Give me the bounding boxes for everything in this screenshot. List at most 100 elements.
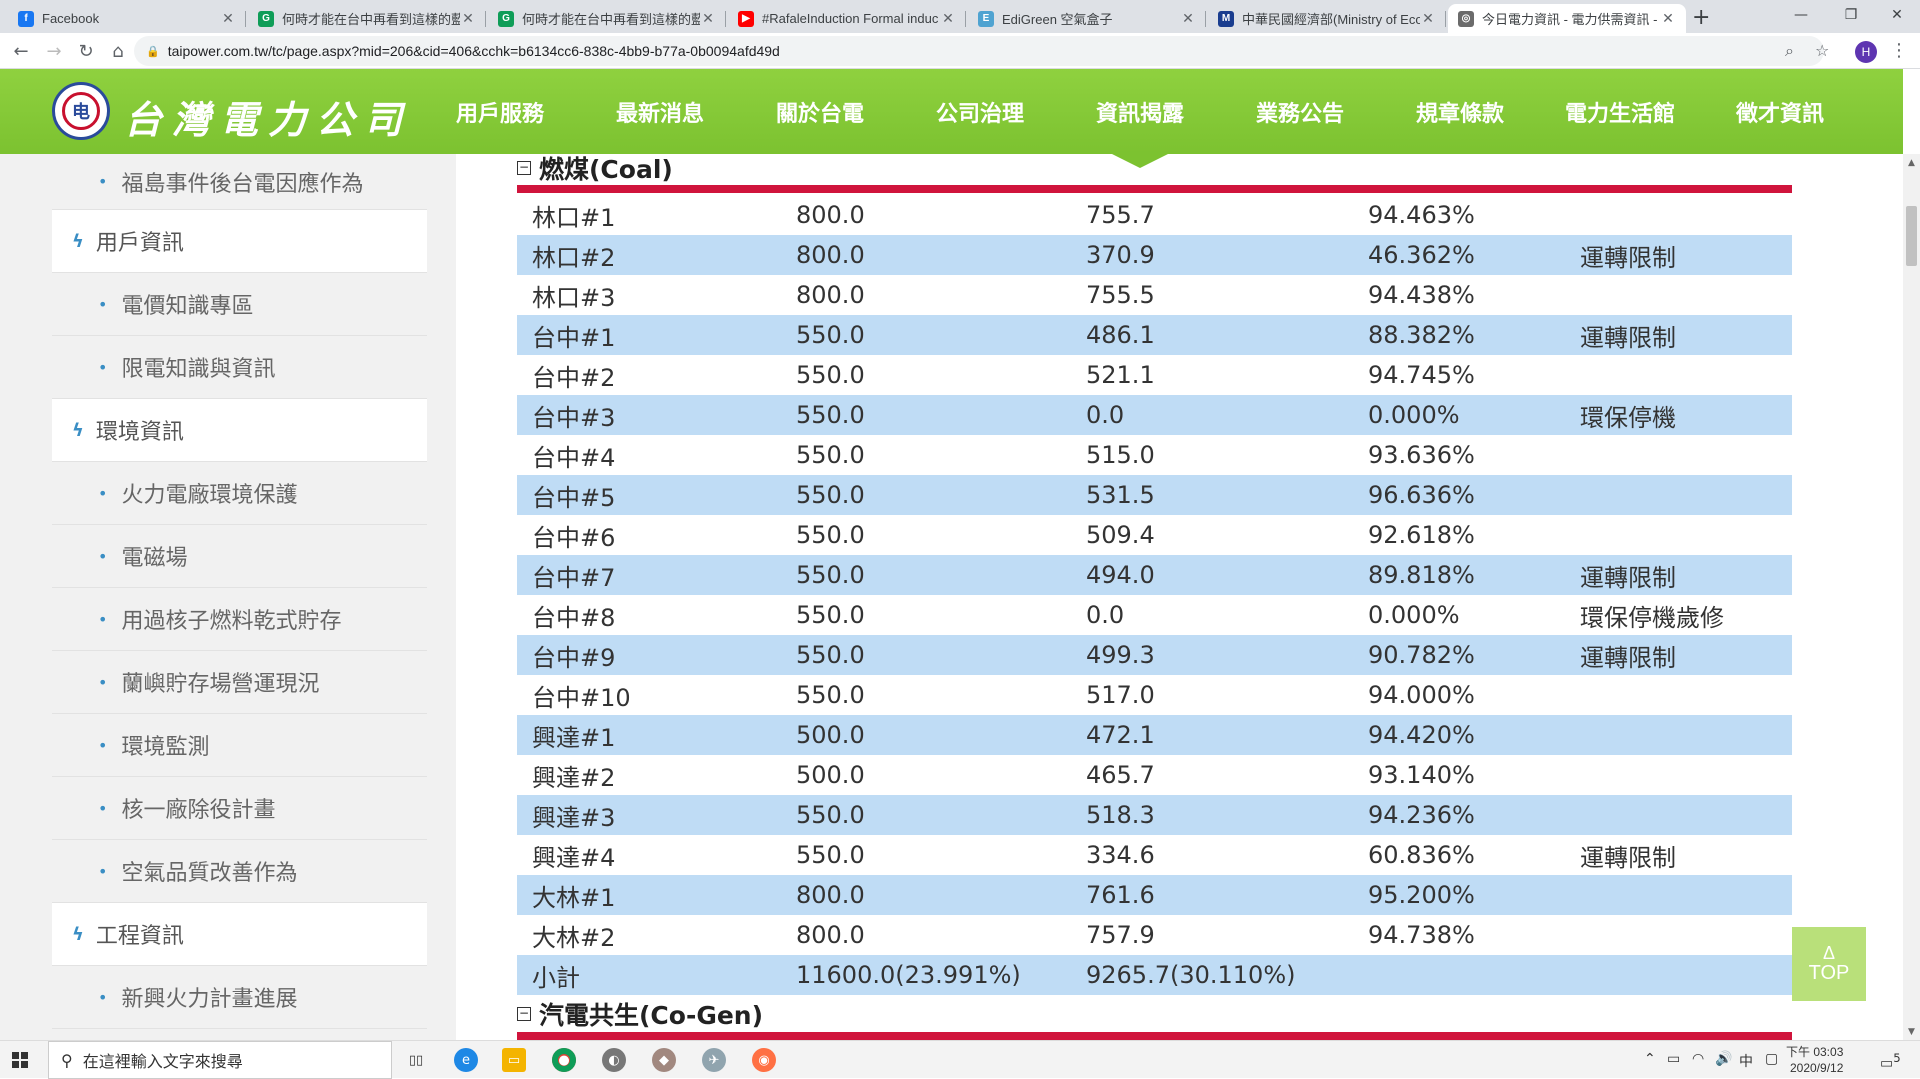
browser-tab[interactable]: E EdiGreen 空氣盒子 ✕	[968, 4, 1206, 33]
battery-icon[interactable]: ▭	[1667, 1051, 1681, 1067]
sidebar-item[interactable]: • 電價知識專區	[52, 273, 427, 336]
table-row: 台中#10 550.0 517.0 94.000%	[517, 675, 1792, 715]
browser-tab[interactable]: ◎ 今日電力資訊 - 電力供需資訊 - 台 ✕	[1448, 4, 1686, 33]
sidebar-item-label: 環境資訊	[95, 420, 184, 445]
taskbar-search-input[interactable]: ⚲ 在這裡輸入文字來搜尋	[48, 1041, 392, 1079]
close-tab-icon[interactable]: ✕	[462, 10, 474, 26]
main-nav-item[interactable]: 業務公告	[1255, 101, 1344, 127]
close-tab-icon[interactable]: ✕	[942, 10, 954, 26]
close-window-icon[interactable]: ✕	[1891, 7, 1903, 23]
new-tab-button[interactable]: +	[1692, 5, 1711, 30]
browser-tab-strip: f Facebook ✕ G 何時才能在台中再看到這樣的藍天 ✕ G 何時才能在台中再看到這樣…	[0, 0, 1920, 33]
sidebar-category[interactable]: ϟ 用戶資訊	[52, 210, 427, 273]
scroll-down-icon[interactable]: ▼	[1908, 1026, 1915, 1037]
note-cell	[1580, 475, 1792, 515]
taipower-logo-icon[interactable]: 电	[52, 82, 110, 140]
main-nav-item[interactable]: 最新消息	[615, 101, 704, 127]
chrome-icon[interactable]: ●	[552, 1048, 576, 1072]
browser-tab[interactable]: f Facebook ✕	[8, 4, 246, 33]
bullet-icon: •	[98, 483, 108, 503]
generation-cell: 521.1	[1086, 361, 1155, 389]
collapse-icon[interactable]: −	[517, 160, 531, 175]
url-input[interactable]: 🔒 taipower.com.tw/tc/page.aspx?mid=206&c…	[134, 36, 1824, 66]
capacity-cell: 550.0	[796, 681, 865, 709]
sidebar-category[interactable]: ϟ 環境資訊	[52, 399, 427, 462]
reload-icon[interactable]: ↻	[78, 40, 94, 62]
close-tab-icon[interactable]: ✕	[702, 10, 714, 26]
app-icon-2[interactable]: ◆	[652, 1048, 676, 1072]
app-icon-3[interactable]: ✈	[702, 1048, 726, 1072]
taskbar-clock[interactable]: 下午 03:03 2020/9/12	[1786, 1044, 1843, 1076]
browser-menu-icon[interactable]: ⋮	[1890, 40, 1908, 61]
sidebar-item[interactable]: • 限電知識與資訊	[52, 336, 427, 399]
site-logo-text[interactable]: 台灣電力公司	[124, 97, 413, 142]
ime-indicator[interactable]: 中	[1739, 1054, 1753, 1070]
page-scrollbar[interactable]: ▲ ▼	[1903, 154, 1920, 1040]
main-nav-item[interactable]: 關於台電	[775, 101, 864, 127]
unit-name-cell: 大林#2	[532, 923, 616, 952]
minimize-icon[interactable]: —	[1794, 7, 1808, 23]
back-icon[interactable]: ←	[13, 40, 29, 62]
sidebar-item[interactable]: • 用過核子燃料乾式貯存	[52, 588, 427, 651]
bookmark-star-icon[interactable]: ☆	[1815, 41, 1830, 60]
close-tab-icon[interactable]: ✕	[1662, 10, 1674, 26]
scroll-up-icon[interactable]: ▲	[1908, 157, 1915, 168]
browser-tab[interactable]: G 何時才能在台中再看到這樣的藍天 ✕	[488, 4, 726, 33]
main-nav-item[interactable]: 公司治理	[935, 101, 1024, 127]
sidebar-item[interactable]: • 環境監測	[52, 714, 427, 777]
restore-icon[interactable]: ❐	[1844, 7, 1858, 23]
sidebar-item[interactable]: • 蘭嶼貯存場營運現況	[52, 651, 427, 714]
sidebar-item[interactable]: • 新興火力計畫進展	[52, 966, 427, 1029]
main-nav-item[interactable]: 資訊揭露	[1060, 69, 1220, 168]
notification-center-icon[interactable]: ▭5	[1880, 1051, 1901, 1072]
close-tab-icon[interactable]: ✕	[1422, 10, 1434, 26]
ratio-cell: 92.618%	[1368, 521, 1475, 549]
close-tab-icon[interactable]: ✕	[1182, 10, 1194, 26]
tab-title: 今日電力資訊 - 電力供需資訊 - 台	[1482, 12, 1660, 27]
file-explorer-icon[interactable]: ▭	[502, 1048, 526, 1072]
cogen-section-header[interactable]: − 汽電共生(Co-Gen)	[517, 996, 763, 1032]
note-cell	[1580, 275, 1792, 315]
main-nav-item[interactable]: 徵才資訊	[1735, 101, 1824, 127]
blender-icon[interactable]: ◉	[752, 1048, 776, 1072]
main-content: − 燃煤(Coal) 林口#1 800.0 755.7 94.463% 林口#2 800.…	[457, 154, 1903, 1040]
capacity-cell: 550.0	[796, 555, 1086, 595]
sidebar-item[interactable]: • 空氣品質改善作為	[52, 840, 427, 903]
browser-tab[interactable]: M 中華民國經濟部(Ministry of Eco ✕	[1208, 4, 1446, 33]
sidebar-category[interactable]: ϟ 工程資訊	[52, 903, 427, 966]
zoom-icon[interactable]: ⌕	[1785, 41, 1794, 60]
sidebar-item[interactable]: • 火力電廠環境保護	[52, 462, 427, 525]
sidebar-item[interactable]: • 電磁場	[52, 525, 427, 588]
main-nav-item[interactable]: 規章條款	[1415, 101, 1504, 127]
sidebar-item-label: 核一廠除役計畫	[121, 798, 276, 823]
sidebar-item[interactable]: • 福島事件後台電因應作為	[52, 154, 427, 210]
unit-name-cell: 台中#3	[517, 395, 796, 435]
browser-tab[interactable]: G 何時才能在台中再看到這樣的藍天 ✕	[248, 4, 486, 33]
close-tab-icon[interactable]: ✕	[222, 10, 234, 26]
app-icon-1[interactable]: ◐	[602, 1048, 626, 1072]
task-view-icon[interactable]: ▯▯	[408, 1052, 424, 1068]
main-nav-item[interactable]: 用戶服務	[455, 101, 544, 127]
wifi-icon[interactable]: ◠	[1692, 1051, 1705, 1067]
empty-cell	[1580, 955, 1792, 995]
forward-icon[interactable]: →	[46, 40, 62, 62]
main-nav-item[interactable]: 電力生活館	[1564, 101, 1675, 127]
note-cell: 運轉限制	[1580, 235, 1792, 275]
collapse-icon[interactable]: −	[517, 1006, 531, 1021]
capacity-cell: 800.0	[796, 235, 1086, 275]
keyboard-icon[interactable]: ▢	[1765, 1051, 1779, 1067]
coal-section-header[interactable]: − 燃煤(Coal)	[517, 154, 673, 186]
coal-generation-table: 林口#1 800.0 755.7 94.463% 林口#2 800.0 370.9 46.36…	[517, 195, 1792, 995]
sidebar-item[interactable]: • 核一廠除役計畫	[52, 777, 427, 840]
address-bar-row: ← → ↻ ⌂ 🔒 taipower.com.tw/tc/page.aspx?m…	[0, 33, 1920, 69]
edge-icon[interactable]: e	[454, 1048, 478, 1072]
profile-avatar[interactable]: H	[1855, 41, 1877, 63]
table-row: 興達#1 500.0 472.1 94.420%	[517, 715, 1792, 755]
home-icon[interactable]: ⌂	[112, 40, 124, 62]
browser-tab[interactable]: ▶ #RafaleInduction Formal induc ✕	[728, 4, 966, 33]
show-hidden-icons-icon[interactable]: ⌃	[1644, 1051, 1656, 1067]
windows-start-icon[interactable]	[12, 1052, 28, 1068]
scrollbar-thumb[interactable]	[1906, 206, 1917, 266]
back-to-top-button[interactable]: Δ TOP	[1792, 927, 1866, 1001]
volume-icon[interactable]: 🔊	[1715, 1051, 1733, 1067]
